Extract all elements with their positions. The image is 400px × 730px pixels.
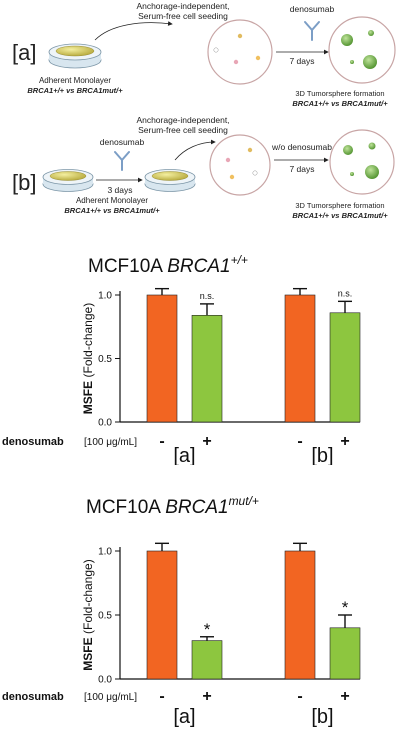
panel-b-formation-genotype: BRCA1+/+ vs BRCA1mut/+: [292, 211, 388, 220]
bar: [146, 294, 178, 423]
panel-a-seeding-line-1: Anchorage-independent,: [136, 1, 229, 11]
bar: [191, 315, 223, 423]
panel-b-monolayer-dish-2: [144, 169, 196, 192]
chart-title: MCF10A BRCA1mut/+: [86, 494, 259, 518]
chart-title-gene: BRCA1: [167, 256, 230, 277]
panel-b-monolayer-dish-1: [42, 169, 94, 192]
panel-b-tag: [b]: [12, 170, 36, 195]
panel-b-seeding-arrow: [174, 139, 216, 161]
group-label: [a]: [173, 706, 195, 728]
chart-title-superscript: mut/+: [229, 494, 259, 508]
panel-b-tumorsphere-dish: [329, 129, 395, 195]
panel-a-monolayer-label: Adherent Monolayer: [39, 76, 111, 85]
category-label: -: [297, 688, 302, 705]
y-axis-label: MSFE (Fold-change): [81, 559, 95, 670]
panel-b-monolayer-genotype: BRCA1+/+ vs BRCA1mut/+: [64, 206, 160, 215]
bar: [284, 294, 316, 423]
y-axis-label-rest: (Fold-change): [81, 559, 95, 637]
schematic: [a] Anchorage-independent, Serum-free ce…: [12, 1, 396, 220]
panel-a-schematic: [a] Anchorage-independent, Serum-free ce…: [12, 1, 396, 108]
category-label: +: [340, 688, 349, 705]
panel-a-seeding-line-2: Serum-free cell seeding: [138, 11, 228, 21]
treatment-row-label: denosumab: [2, 436, 64, 448]
y-tick-label: 0.5: [98, 611, 112, 622]
panel-b-without-drug-label: w/o denosumab: [271, 142, 332, 152]
chart-title-superscript: +/+: [231, 253, 248, 267]
chart-title-prefix: MCF10A: [86, 497, 165, 518]
treatment-row-unit: [100 μg/mL]: [84, 437, 137, 448]
panel-a-monolayer-dish: [48, 43, 102, 69]
chart-title-gene: BRCA1: [165, 497, 228, 518]
panel-b-drug-label: denosumab: [100, 137, 145, 147]
y-tick-label: 0.5: [98, 354, 112, 365]
group-label: [b]: [311, 706, 333, 728]
panel-a-formation-genotype: BRCA1+/+ vs BRCA1mut/+: [292, 99, 388, 108]
chart-title-prefix: MCF10A: [88, 256, 167, 277]
panel-a-monolayer-genotype: BRCA1+/+ vs BRCA1mut/+: [27, 86, 123, 95]
category-label: +: [202, 688, 211, 705]
significance-star: *: [342, 598, 349, 617]
panel-a-suspension-dish: [207, 19, 273, 85]
panel-a-tumorsphere-dish: [328, 16, 396, 84]
significance-label: n.s.: [338, 288, 353, 298]
category-label: -: [159, 688, 164, 705]
panel-b-pre-days-label: 3 days: [107, 185, 132, 195]
panel-b-seeding-line-1: Anchorage-independent,: [136, 115, 229, 125]
panel-b-suspension-dish: [209, 134, 271, 196]
panel-b-days-label: 7 days: [289, 164, 314, 174]
bar: [329, 627, 361, 680]
chart-title: MCF10A BRCA1+/+: [88, 253, 248, 277]
treatment-row-unit: [100 μg/mL]: [84, 692, 137, 703]
treatment-row-label: denosumab: [2, 691, 64, 703]
panel-b-monolayer-label: Adherent Monolayer: [76, 196, 148, 205]
panel-b-seeding-line-2: Serum-free cell seeding: [138, 125, 228, 135]
y-tick-label: 0.0: [98, 418, 112, 429]
category-label: +: [202, 433, 211, 450]
category-label: -: [159, 433, 164, 450]
category-label: +: [340, 433, 349, 450]
panel-a-days-label: 7 days: [289, 56, 314, 66]
bar: [191, 640, 223, 680]
y-tick-label: 1.0: [98, 291, 112, 302]
panel-b-formation-label: 3D Tumorsphere formation: [295, 201, 384, 210]
panel-a-antibody-icon: [304, 21, 320, 41]
y-axis-label-bold: MSFE: [81, 381, 95, 414]
panel-a-seeding-arrow: [94, 21, 173, 41]
group-label: [a]: [173, 445, 195, 465]
y-axis-label-rest: (Fold-change): [81, 303, 95, 381]
panel-a-tag: [a]: [12, 40, 36, 65]
panel-b-schematic: [b] Anchorage-independent, Serum-free ce…: [12, 115, 395, 220]
group-label: [b]: [311, 445, 333, 465]
y-axis-label-bold: MSFE: [81, 637, 95, 670]
panel-a-formation-label: 3D Tumorsphere formation: [295, 89, 384, 98]
y-tick-label: 1.0: [98, 547, 112, 558]
significance-label: n.s.: [200, 291, 215, 301]
panel-a-drug-label: denosumab: [290, 4, 335, 14]
category-label: -: [297, 433, 302, 450]
y-tick-label: 0.0: [98, 675, 112, 686]
panel-b-antibody-icon: [114, 151, 130, 171]
significance-star: *: [204, 620, 211, 639]
y-axis-label: MSFE (Fold-change): [81, 303, 95, 414]
bar: [146, 550, 178, 680]
bar: [284, 550, 316, 680]
bar: [329, 312, 361, 423]
